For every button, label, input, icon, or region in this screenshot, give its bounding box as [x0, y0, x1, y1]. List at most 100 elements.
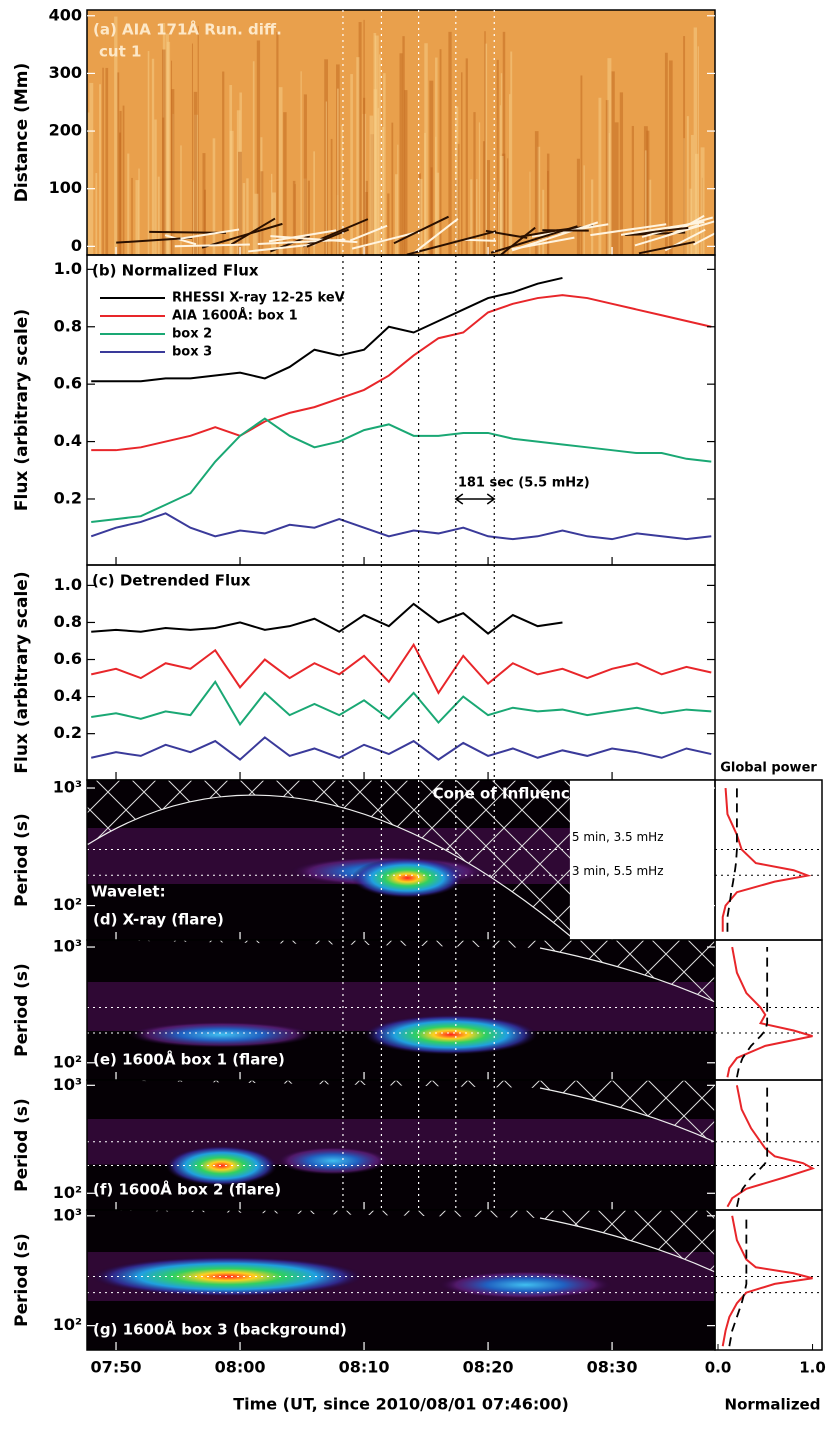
streak — [612, 71, 615, 255]
streak — [276, 32, 278, 255]
streak — [476, 179, 477, 255]
global-title: Global power — [720, 761, 817, 776]
x-tick-label: 08:30 — [587, 1358, 638, 1377]
streak — [283, 112, 286, 255]
streak — [435, 58, 438, 255]
streak — [583, 165, 584, 255]
global-power — [723, 1216, 813, 1346]
streak — [378, 108, 379, 255]
global-power — [727, 947, 812, 1077]
panel-title: (a) AIA 171Å Run. diff. — [93, 20, 282, 39]
global-frame — [715, 940, 822, 1080]
panel-title: (f) 1600Å box 2 (flare) — [93, 1180, 281, 1199]
series-line — [91, 419, 711, 522]
streak — [507, 158, 508, 255]
period-label: 5 min, 3.5 mHz — [572, 830, 664, 844]
y-tick-label: 100 — [49, 178, 82, 197]
streak — [158, 177, 160, 255]
y-tick-label: 0.6 — [54, 374, 82, 393]
y-tick-label: 10³ — [53, 778, 82, 797]
streak — [397, 145, 398, 255]
streak — [424, 133, 426, 255]
streak — [213, 138, 216, 255]
power-peak — [352, 858, 464, 898]
streak — [162, 118, 164, 255]
y-tick-label: 10³ — [53, 1075, 82, 1094]
wavelet-label: Wavelet: — [91, 883, 166, 901]
streak — [192, 44, 193, 255]
streak — [387, 193, 389, 255]
y-tick-label: 10³ — [53, 1205, 82, 1224]
y-tick-label: 0.2 — [54, 488, 82, 507]
legend-label: box 2 — [172, 327, 212, 342]
streak — [598, 98, 601, 255]
y-tick-label: 10³ — [53, 937, 82, 956]
streak — [400, 53, 403, 255]
y-tick-label: 1.0 — [54, 575, 82, 594]
global-area — [723, 1216, 813, 1346]
streak — [350, 74, 353, 255]
global-area — [727, 1085, 812, 1206]
y-tick-label: 0 — [71, 236, 82, 255]
streak — [500, 156, 504, 255]
y-tick-label: 400 — [49, 5, 82, 24]
streak — [152, 59, 154, 255]
global-frame — [715, 1080, 822, 1210]
streak — [131, 178, 132, 255]
streak — [194, 92, 197, 255]
y-tick-label: 10² — [53, 895, 82, 914]
power-peak — [128, 1022, 314, 1048]
global-area — [727, 947, 812, 1077]
global-power — [727, 1085, 812, 1206]
power-peak — [277, 1147, 389, 1175]
panel-title: (c) Detrended Flux — [92, 572, 251, 590]
streak — [542, 190, 544, 255]
streak — [222, 72, 224, 255]
streak — [123, 106, 125, 255]
streak — [461, 72, 462, 255]
y-axis-label: Period (s) — [12, 1233, 32, 1327]
streak — [466, 58, 468, 255]
y-tick-label: 300 — [49, 63, 82, 82]
global-power — [723, 788, 808, 932]
streak — [473, 112, 475, 255]
streak — [591, 179, 593, 255]
streak — [99, 84, 101, 255]
streak — [167, 42, 170, 255]
streak — [304, 94, 307, 255]
legend-label: box 3 — [172, 345, 212, 360]
y-tick-label: 0.8 — [54, 316, 82, 335]
streak — [669, 60, 673, 255]
streak — [230, 131, 234, 255]
streak — [370, 116, 374, 255]
y-axis-label: Period (s) — [12, 1098, 32, 1192]
x-axis-label: Time (UT, since 2010/08/01 07:46:00) — [233, 1395, 569, 1414]
series-line — [91, 737, 711, 759]
streak — [440, 49, 442, 255]
streak — [684, 138, 685, 255]
coi-label: Cone of Influence — [433, 785, 580, 803]
streak — [261, 171, 264, 255]
global-frame — [715, 780, 822, 940]
y-tick-label: 10² — [53, 1052, 82, 1071]
significance — [729, 1216, 746, 1346]
streak — [202, 153, 205, 255]
y-tick-label: 10² — [53, 1315, 82, 1334]
y-axis-label: Period (s) — [12, 963, 32, 1057]
streak — [154, 120, 156, 255]
streak — [687, 116, 689, 255]
streak — [484, 31, 485, 255]
y-tick-label: 0.2 — [54, 723, 82, 742]
y-tick-label: 1.0 — [54, 259, 82, 278]
streak — [119, 133, 121, 255]
streak — [429, 81, 433, 255]
y-axis-label: Flux (arbitrary scale) — [12, 571, 32, 773]
x-tick-label: 08:20 — [463, 1358, 514, 1377]
streak — [577, 159, 580, 255]
streak — [356, 57, 359, 255]
